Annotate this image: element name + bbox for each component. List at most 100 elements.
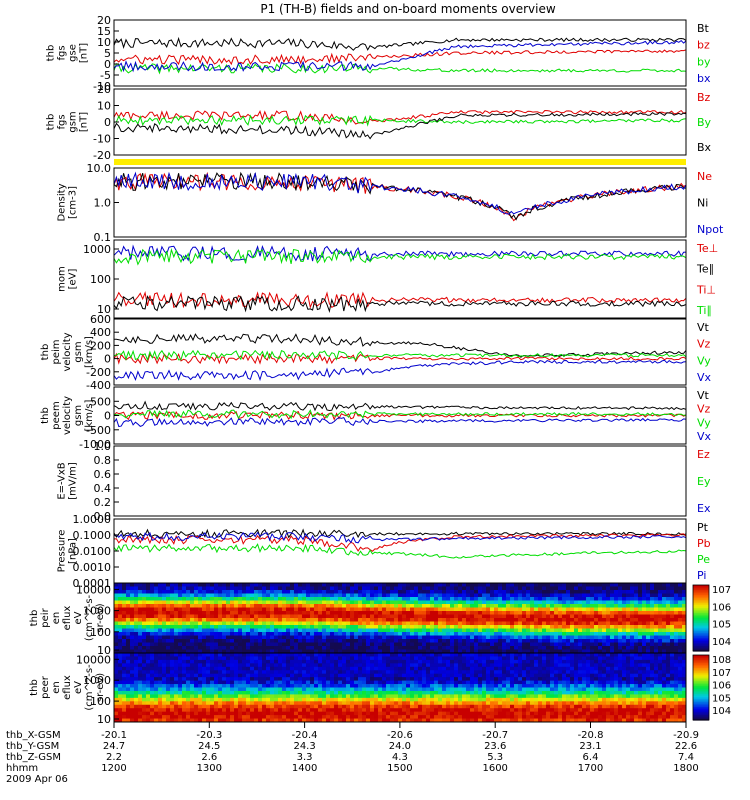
- heatmap-cell: [370, 670, 375, 675]
- heatmap-cell: [234, 680, 239, 685]
- heatmap-cell: [354, 625, 359, 630]
- heatmap-cell: [254, 659, 259, 664]
- heatmap-cell: [430, 639, 435, 644]
- heatmap-cell: [514, 586, 519, 591]
- heatmap-cell: [294, 666, 299, 671]
- heatmap-cell: [338, 625, 343, 630]
- heatmap-cell: [390, 715, 395, 720]
- heatmap-cell: [186, 593, 191, 598]
- heatmap-cell: [314, 656, 319, 661]
- heatmap-cell: [402, 694, 407, 699]
- heatmap-cell: [422, 718, 427, 722]
- heatmap-cell: [574, 649, 579, 653]
- heatmap-cell: [178, 639, 183, 644]
- heatmap-cell: [338, 656, 343, 661]
- heatmap-cell: [366, 690, 371, 695]
- series-peem_velocity-Vt: [114, 400, 686, 412]
- heatmap-cell: [158, 708, 163, 713]
- heatmap-cell: [410, 659, 415, 664]
- heatmap-cell: [442, 708, 447, 713]
- ytick-label: 0.6: [94, 468, 112, 481]
- ytick-label: 0.1000: [73, 529, 112, 542]
- heatmap-cell: [214, 618, 219, 623]
- heatmap-cell: [410, 611, 415, 616]
- heatmap-cell: [610, 646, 615, 651]
- heatmap-cell: [282, 715, 287, 720]
- heatmap-cell: [338, 666, 343, 671]
- heatmap-cell: [158, 666, 163, 671]
- heatmap-cell: [478, 718, 483, 722]
- heatmap-cell: [390, 656, 395, 661]
- heatmap-cell: [618, 618, 623, 623]
- heatmap-cell: [650, 597, 655, 602]
- heatmap-cell: [442, 642, 447, 647]
- heatmap-cell: [246, 618, 251, 623]
- heatmap-cell: [486, 653, 491, 658]
- heatmap-cell: [214, 607, 219, 612]
- heatmap-cell: [226, 618, 231, 623]
- heatmap-cell: [326, 646, 331, 651]
- heatmap-cell: [230, 607, 235, 612]
- heatmap-cell: [258, 583, 263, 588]
- heatmap-cell: [522, 583, 527, 588]
- heatmap-cell: [342, 663, 347, 668]
- heatmap-cell: [446, 628, 451, 633]
- heatmap-cell: [246, 694, 251, 699]
- heatmap-cell: [262, 618, 267, 623]
- heatmap-cell: [338, 687, 343, 692]
- heatmap-cell: [654, 649, 659, 653]
- heatmap-cell: [442, 607, 447, 612]
- heatmap-cell: [398, 653, 403, 658]
- heatmap-cell: [618, 611, 623, 616]
- heatmap-cell: [334, 649, 339, 653]
- heatmap-cell: [334, 656, 339, 661]
- heatmap-cell: [126, 715, 131, 720]
- heatmap-cell: [366, 715, 371, 720]
- heatmap-cell: [210, 586, 215, 591]
- heatmap-cell: [534, 611, 539, 616]
- heatmap-cell: [370, 618, 375, 623]
- heatmap-cell: [326, 590, 331, 595]
- heatmap-cell: [550, 611, 555, 616]
- heatmap-cell: [626, 649, 631, 653]
- heatmap-cell: [186, 628, 191, 633]
- heatmap-cell: [418, 625, 423, 630]
- heatmap-cell: [150, 593, 155, 598]
- heatmap-cell: [210, 600, 215, 605]
- heatmap-cell: [214, 625, 219, 630]
- heatmap-cell: [326, 607, 331, 612]
- heatmap-cell: [338, 677, 343, 682]
- colorbar-cell: [693, 609, 709, 612]
- heatmap-cell: [334, 593, 339, 598]
- heatmap-cell: [474, 649, 479, 653]
- heatmap-cell: [438, 590, 443, 595]
- heatmap-cell: [270, 618, 275, 623]
- heatmap-cell: [162, 653, 167, 658]
- heatmap-cell: [402, 597, 407, 602]
- heatmap-cell: [146, 715, 151, 720]
- heatmap-cell: [482, 663, 487, 668]
- heatmap-cell: [262, 639, 267, 644]
- heatmap-cell: [210, 718, 215, 722]
- heatmap-cell: [154, 701, 159, 706]
- heatmap-cell: [442, 656, 447, 661]
- heatmap-cell: [450, 649, 455, 653]
- heatmap-cell: [582, 639, 587, 644]
- heatmap-cell: [306, 677, 311, 682]
- heatmap-cell: [450, 701, 455, 706]
- heatmap-cell: [610, 649, 615, 653]
- heatmap-cell: [598, 593, 603, 598]
- heatmap-cell: [374, 684, 379, 689]
- heatmap-cell: [334, 590, 339, 595]
- heatmap-cell: [326, 632, 331, 637]
- heatmap-cell: [226, 690, 231, 695]
- heatmap-cell: [290, 607, 295, 612]
- colorbar-cell: [693, 589, 709, 593]
- heatmap-cell: [494, 618, 499, 623]
- heatmap-cell: [546, 593, 551, 598]
- heatmap-cell: [450, 632, 455, 637]
- heatmap-cell: [218, 649, 223, 653]
- heatmap-cell: [290, 586, 295, 591]
- ytick-label: 0.1: [94, 231, 112, 244]
- heatmap-cell: [270, 704, 275, 709]
